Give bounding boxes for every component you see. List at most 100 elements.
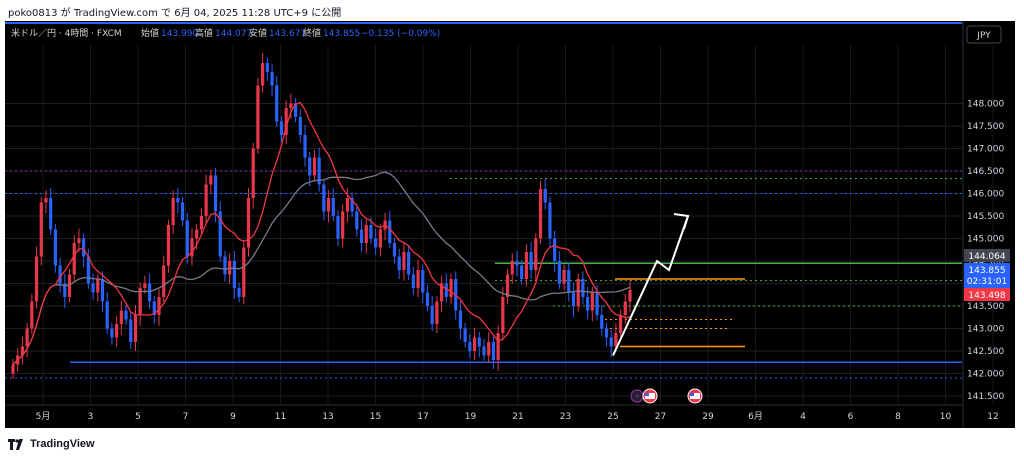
candle-body bbox=[176, 198, 180, 203]
candle-body bbox=[392, 243, 397, 257]
close-value: 143.855 bbox=[323, 29, 360, 39]
candle-body bbox=[548, 202, 552, 239]
candle-body bbox=[303, 135, 307, 158]
candle-body bbox=[326, 198, 331, 212]
price-tick-label: 142.000 bbox=[967, 370, 1004, 380]
candle-body bbox=[312, 157, 317, 176]
close-label: 終値 bbox=[303, 27, 321, 39]
candle-body bbox=[364, 225, 368, 243]
candle-body bbox=[213, 175, 218, 212]
candle-body bbox=[524, 252, 528, 279]
time-tick-label: 15 bbox=[370, 412, 381, 422]
publish-info: poko0813 が TradingView.com で 6月 04, 2025… bbox=[8, 8, 342, 19]
time-tick-label: 29 bbox=[702, 412, 714, 422]
candle-body bbox=[491, 342, 496, 360]
candle-body bbox=[270, 72, 274, 86]
candles bbox=[11, 53, 632, 379]
candle-body bbox=[44, 198, 48, 203]
price-tick-label: 147.500 bbox=[967, 122, 1004, 132]
price-tick-label: 145.500 bbox=[967, 212, 1004, 222]
time-tick-label: 13 bbox=[322, 412, 333, 422]
high-value: 144.077 bbox=[215, 29, 252, 39]
candle-body bbox=[487, 342, 491, 356]
open-label: 始値 bbox=[141, 27, 159, 39]
candle-body bbox=[124, 310, 128, 320]
candle-body bbox=[67, 274, 72, 297]
tradingview-logo-icon bbox=[8, 438, 23, 450]
symbol-name[interactable]: 米ドル／円 · 4時間 · FXCM bbox=[11, 27, 122, 39]
chart-area[interactable]: 米ドル／円 · 4時間 · FXCM 始値 143.990 高値 144.077… bbox=[5, 21, 1015, 428]
candle-body bbox=[49, 198, 53, 230]
candle-body bbox=[96, 279, 100, 293]
price-tick-label: 147.000 bbox=[967, 145, 1004, 155]
price-tick-label: 146.000 bbox=[967, 190, 1004, 200]
level-badge-green: 144.064 bbox=[964, 249, 1010, 262]
event-icon-lightning[interactable]: ⚡ bbox=[630, 389, 644, 403]
candle-body bbox=[463, 328, 467, 342]
candle-body bbox=[407, 252, 411, 275]
candle-body bbox=[162, 265, 166, 297]
time-tick-label: 3 bbox=[88, 412, 94, 422]
candle-body bbox=[520, 265, 524, 279]
candle-body bbox=[586, 297, 590, 311]
candle-body bbox=[25, 328, 29, 347]
event-icon-us-flag[interactable] bbox=[642, 388, 658, 404]
candle-body bbox=[20, 346, 25, 356]
candle-body bbox=[261, 63, 265, 86]
candle-body bbox=[166, 225, 171, 266]
candle-body bbox=[30, 301, 34, 329]
candle-body bbox=[435, 301, 439, 324]
top-bar: poko0813 が TradingView.com で 6月 04, 2025… bbox=[0, 0, 1024, 20]
candle-body bbox=[416, 270, 420, 288]
candle-body bbox=[251, 148, 255, 198]
candle-body bbox=[538, 189, 543, 239]
candle-body bbox=[138, 288, 142, 315]
candle-body bbox=[618, 315, 623, 333]
candle-body bbox=[246, 198, 251, 248]
candle-body bbox=[378, 229, 382, 248]
candle-body bbox=[623, 301, 627, 315]
time-tick-label: 23 bbox=[560, 412, 571, 422]
candle-body bbox=[39, 202, 43, 257]
candle-body bbox=[449, 279, 453, 297]
forecast-arrow-path bbox=[612, 215, 689, 356]
candle-body bbox=[147, 283, 152, 302]
grid bbox=[5, 45, 994, 405]
time-tick-label: 25 bbox=[607, 412, 618, 422]
current-price-badge: 143.855 02:31:01 bbox=[964, 263, 1010, 288]
price-tick-label: 143.000 bbox=[967, 325, 1004, 335]
price-chart[interactable]: 米ドル／円 · 4時間 · FXCM 始値 143.990 高値 144.077… bbox=[5, 21, 1015, 428]
candle-body bbox=[284, 108, 288, 135]
low-value: 143.671 bbox=[269, 29, 306, 39]
long-moving-average-line bbox=[12, 171, 631, 365]
candle-body bbox=[91, 283, 95, 293]
event-icon-us-flag-2[interactable] bbox=[687, 388, 703, 404]
candle-body bbox=[345, 198, 350, 212]
brand-name: TradingView bbox=[30, 438, 95, 450]
candle-body bbox=[105, 301, 109, 329]
candle-body bbox=[279, 121, 284, 135]
footer: TradingView bbox=[0, 430, 1024, 457]
candle-body bbox=[232, 261, 236, 288]
candle-body bbox=[265, 63, 269, 72]
time-axis[interactable]: 5月3579111315171921232527296月468101214161… bbox=[36, 411, 1015, 422]
candle-body bbox=[133, 315, 138, 342]
time-tick-label: 7 bbox=[183, 412, 189, 422]
tradingview-logo[interactable]: TradingView bbox=[8, 437, 95, 451]
candle-body bbox=[331, 198, 335, 216]
candle-body bbox=[595, 292, 599, 315]
high-label: 高値 bbox=[195, 27, 213, 39]
candle-body bbox=[571, 292, 576, 306]
level-badge-red: 143.498 bbox=[964, 288, 1010, 301]
candle-body bbox=[157, 297, 161, 315]
time-tick-label: 10 bbox=[940, 412, 952, 422]
candle-body bbox=[171, 198, 175, 225]
time-tick-label: 5月 bbox=[36, 411, 51, 422]
candle-body bbox=[590, 292, 594, 311]
level-badge-red-value: 143.498 bbox=[968, 291, 1005, 301]
currency-button[interactable]: JPY bbox=[966, 25, 1002, 44]
candle-body bbox=[58, 265, 62, 284]
time-tick-label: 11 bbox=[275, 412, 286, 422]
candle-body bbox=[421, 270, 425, 293]
candle-body bbox=[143, 283, 147, 288]
